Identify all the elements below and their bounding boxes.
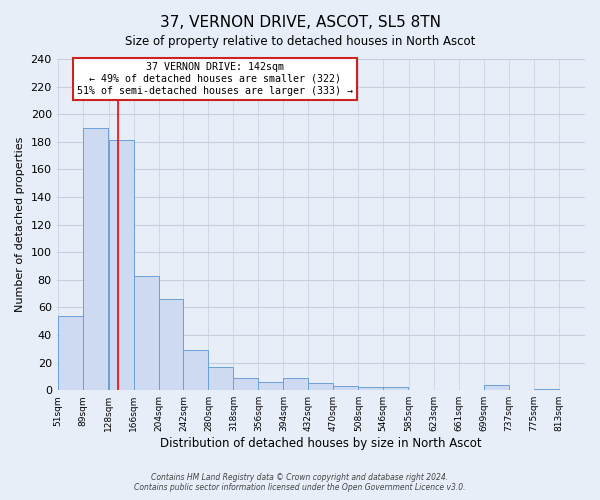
Bar	[208, 366, 233, 390]
Text: 37, VERNON DRIVE, ASCOT, SL5 8TN: 37, VERNON DRIVE, ASCOT, SL5 8TN	[160, 15, 440, 30]
Bar	[358, 388, 383, 390]
Bar	[58, 316, 83, 390]
Y-axis label: Number of detached properties: Number of detached properties	[15, 137, 25, 312]
Bar	[308, 384, 334, 390]
Bar	[184, 350, 208, 390]
Text: 37 VERNON DRIVE: 142sqm
← 49% of detached houses are smaller (322)
51% of semi-d: 37 VERNON DRIVE: 142sqm ← 49% of detache…	[77, 62, 353, 96]
Bar	[259, 382, 283, 390]
Bar	[484, 384, 509, 390]
Bar	[334, 386, 358, 390]
Bar	[134, 276, 158, 390]
Bar	[233, 378, 259, 390]
Bar	[83, 128, 108, 390]
Bar	[283, 378, 308, 390]
Bar	[109, 140, 134, 390]
Text: Contains HM Land Registry data © Crown copyright and database right 2024.
Contai: Contains HM Land Registry data © Crown c…	[134, 473, 466, 492]
Bar	[158, 299, 184, 390]
Bar	[534, 389, 559, 390]
Bar	[383, 388, 408, 390]
X-axis label: Distribution of detached houses by size in North Ascot: Distribution of detached houses by size …	[160, 437, 482, 450]
Text: Size of property relative to detached houses in North Ascot: Size of property relative to detached ho…	[125, 35, 475, 48]
